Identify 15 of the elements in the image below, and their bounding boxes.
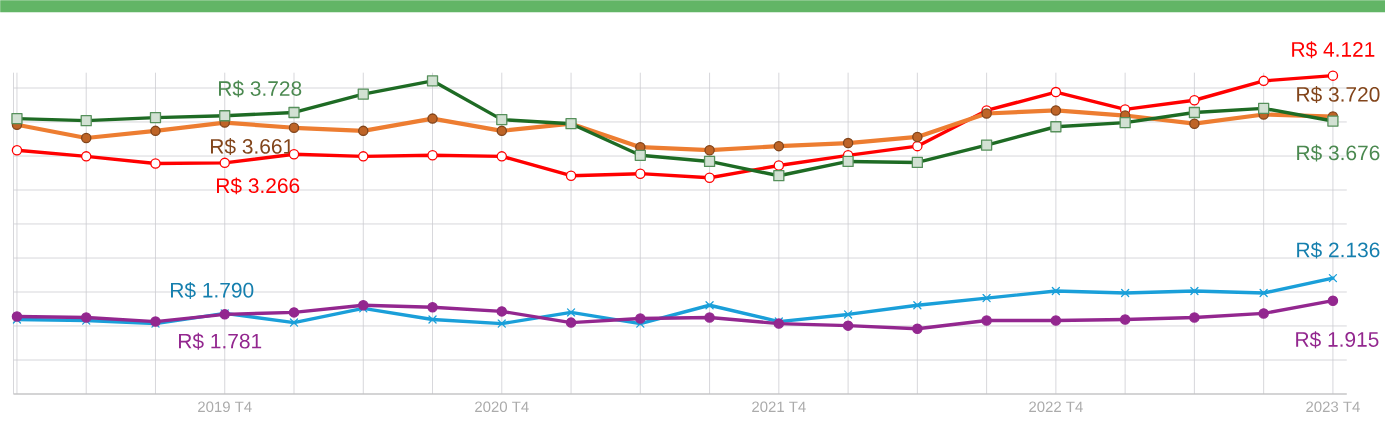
data-label: R$ 3.661 — [211, 138, 294, 156]
data-label: R$ 2.136 — [1297, 241, 1380, 259]
data-label: R$ 1.790 — [171, 281, 254, 299]
data-label: R$ 3.728 — [219, 80, 302, 98]
data-label: R$ 3.720 — [1297, 86, 1380, 104]
x-tick-label: 2019 T4 — [198, 401, 252, 413]
data-label: R$ 1.781 — [179, 332, 262, 350]
data-label: R$ 1.915 — [1296, 331, 1379, 349]
x-tick-label: 2023 T4 — [1306, 401, 1360, 413]
data-label: R$ 4.121 — [1292, 41, 1375, 59]
x-tick-label: 2020 T4 — [475, 401, 529, 413]
x-tick-label: 2021 T4 — [752, 401, 806, 413]
data-label: R$ 3.676 — [1297, 144, 1380, 162]
x-tick-label: 2022 T4 — [1029, 401, 1083, 413]
data-label: R$ 3.266 — [217, 177, 300, 195]
